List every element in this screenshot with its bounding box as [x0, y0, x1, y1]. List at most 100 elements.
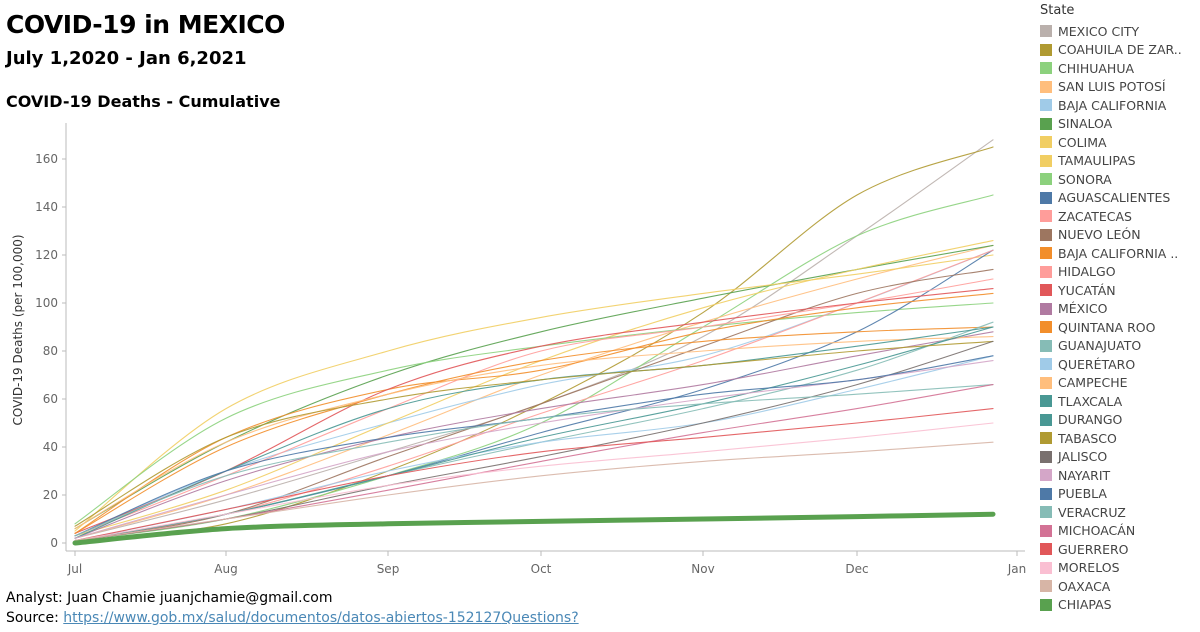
legend-item-michoacan[interactable]: MICHOACÁN: [1040, 522, 1200, 541]
x-tick-label: Aug: [214, 562, 237, 576]
legend-item-zacatecas[interactable]: ZACATECAS: [1040, 207, 1200, 226]
legend-label: CAMPECHE: [1058, 375, 1128, 391]
legend-item-hidalgo[interactable]: HIDALGO: [1040, 263, 1200, 282]
legend-swatch: [1040, 247, 1052, 260]
series-line-guanajuato: [74, 321, 994, 542]
legend-swatch: [1040, 136, 1052, 149]
legend-swatch: [1040, 228, 1052, 241]
y-tick-label: 160: [35, 152, 58, 166]
series-line-veracruz: [74, 384, 994, 537]
y-tick-label: 100: [35, 296, 58, 310]
legend-item-campeche[interactable]: CAMPECHE: [1040, 374, 1200, 393]
legend-item-aguascalientes[interactable]: AGUASCALIENTES: [1040, 189, 1200, 208]
legend-item-tlaxcala[interactable]: TLAXCALA: [1040, 392, 1200, 411]
line-chart: 0 20 40 60 80 100 120 140 160 Jul Aug Sep Oct Nov Dec J…: [11, 123, 1026, 576]
legend-label: GUANAJUATO: [1058, 338, 1142, 354]
series-line-morelos: [74, 422, 994, 542]
questions-link[interactable]: Questions?: [501, 610, 579, 626]
series-line-durango: [74, 326, 994, 542]
x-tick-label: Nov: [691, 562, 714, 576]
legend-swatch: [1040, 154, 1052, 167]
legend-label: COLIMA: [1058, 134, 1107, 150]
analyst-credit: Analyst: Juan Chamie juanjchamie@gmail.c…: [6, 590, 333, 606]
legend-item-coahuila-de-zar[interactable]: COAHUILA DE ZAR..: [1040, 41, 1200, 60]
legend-label: QUINTANA ROO: [1058, 319, 1156, 335]
y-tick-label: 0: [50, 536, 58, 550]
legend-label: MICHOACÁN: [1058, 523, 1136, 539]
legend-item-guanajuato[interactable]: GUANAJUATO: [1040, 337, 1200, 356]
legend-swatch: [1040, 321, 1052, 334]
legend-item-tabasco[interactable]: TABASCO: [1040, 429, 1200, 448]
legend-label: ZACATECAS: [1058, 208, 1132, 224]
y-tick-label: 120: [35, 248, 58, 262]
legend-item-jalisco[interactable]: JALISCO: [1040, 448, 1200, 467]
legend-swatch: [1040, 561, 1052, 574]
legend-swatch: [1040, 80, 1052, 93]
legend-swatch: [1040, 358, 1052, 371]
legend-item-san-luis-potosi[interactable]: SAN LUIS POTOSÍ: [1040, 78, 1200, 97]
legend-label: SONORA: [1058, 171, 1112, 187]
series-line-tamaulipas: [74, 254, 994, 532]
legend-label: YUCATÁN: [1058, 282, 1116, 298]
legend-swatch: [1040, 543, 1052, 556]
legend-swatch: [1040, 580, 1052, 593]
legend-swatch: [1040, 265, 1052, 278]
legend-item-durango[interactable]: DURANGO: [1040, 411, 1200, 430]
legend-item-quintana-roo[interactable]: QUINTANA ROO: [1040, 318, 1200, 337]
legend-swatch: [1040, 506, 1052, 519]
legend-swatch: [1040, 191, 1052, 204]
y-tick-label: 140: [35, 200, 58, 214]
series-line-baja-california: [74, 292, 994, 534]
legend-label: JALISCO: [1058, 449, 1108, 465]
legend-label: BAJA CALIFORNIA ..: [1058, 245, 1179, 261]
y-tick-label: 20: [43, 488, 58, 502]
legend-item-veracruz[interactable]: VERACRUZ: [1040, 503, 1200, 522]
legend-swatch: [1040, 99, 1052, 112]
series-line-nuevo-leon: [74, 268, 994, 542]
legend-label: BAJA CALIFORNIA: [1058, 97, 1167, 113]
legend-label: NUEVO LEÓN: [1058, 227, 1141, 243]
legend-swatch: [1040, 598, 1052, 611]
series-line-oaxaca: [74, 441, 994, 542]
legend-swatch: [1040, 339, 1052, 352]
legend-item-oaxaca[interactable]: OAXACA: [1040, 577, 1200, 596]
legend-item-tamaulipas[interactable]: TAMAULIPAS: [1040, 152, 1200, 171]
legend-item-sonora[interactable]: SONORA: [1040, 170, 1200, 189]
legend-item-baja-california[interactable]: BAJA CALIFORNIA: [1040, 96, 1200, 115]
legend-swatch: [1040, 413, 1052, 426]
legend-item-yucatan[interactable]: YUCATÁN: [1040, 281, 1200, 300]
legend-swatch: [1040, 450, 1052, 463]
legend-item-guerrero[interactable]: GUERRERO: [1040, 540, 1200, 559]
x-tick-label: Oct: [531, 562, 552, 576]
legend-label: TAMAULIPAS: [1058, 153, 1136, 169]
legend-swatch: [1040, 62, 1052, 75]
y-tick-label: 60: [43, 392, 58, 406]
legend-swatch: [1040, 210, 1052, 223]
legend-label: COAHUILA DE ZAR..: [1058, 42, 1182, 58]
series-line-sinaloa: [74, 244, 994, 530]
legend-item-morelos[interactable]: MORELOS: [1040, 559, 1200, 578]
legend-item-baja-california[interactable]: BAJA CALIFORNIA ..: [1040, 244, 1200, 263]
series-line-guerrero: [74, 408, 994, 542]
legend-label: VERACRUZ: [1058, 504, 1126, 520]
legend-item-sinaloa[interactable]: SINALOA: [1040, 115, 1200, 134]
source-link[interactable]: https://www.gob.mx/salud/documentos/dato…: [63, 610, 502, 626]
legend-item-colima[interactable]: COLIMA: [1040, 133, 1200, 152]
legend-item-mexico-city[interactable]: MEXICO CITY: [1040, 22, 1200, 41]
legend-item-chihuahua[interactable]: CHIHUAHUA: [1040, 59, 1200, 78]
legend-label: SAN LUIS POTOSÍ: [1058, 79, 1166, 95]
legend-label: TLAXCALA: [1058, 393, 1123, 409]
legend-item-nayarit[interactable]: NAYARIT: [1040, 466, 1200, 485]
legend: State MEXICO CITY COAHUILA DE ZAR.. CHIHUA…: [1040, 3, 1200, 614]
series-line-chihuahua: [74, 194, 994, 542]
legend-label: CHIAPAS: [1058, 597, 1112, 613]
legend-swatch: [1040, 43, 1052, 56]
series-line-campeche: [74, 336, 994, 530]
legend-item-mexico[interactable]: MÉXICO: [1040, 300, 1200, 319]
legend-item-puebla[interactable]: PUEBLA: [1040, 485, 1200, 504]
legend-label: NAYARIT: [1058, 467, 1111, 483]
legend-item-chiapas[interactable]: CHIAPAS: [1040, 596, 1200, 615]
legend-item-queretaro[interactable]: QUERÉTARO: [1040, 355, 1200, 374]
legend-label: QUERÉTARO: [1058, 356, 1136, 372]
legend-item-nuevo-leon[interactable]: NUEVO LEÓN: [1040, 226, 1200, 245]
